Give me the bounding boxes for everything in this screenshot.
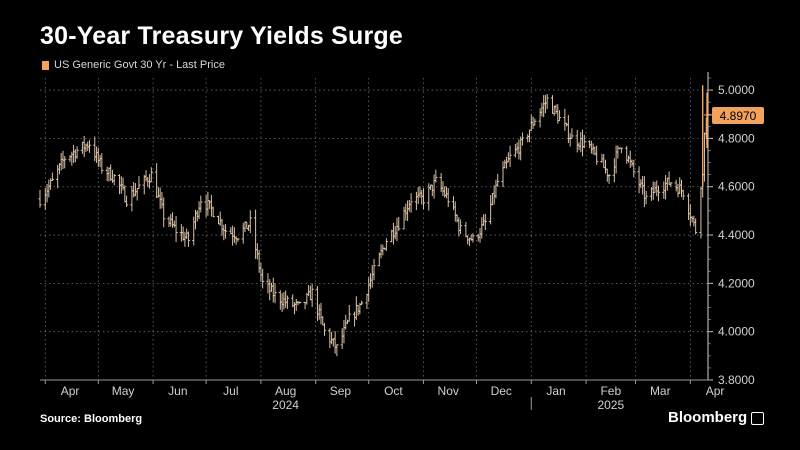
last-value-tag xyxy=(712,106,764,124)
year-label: 2025 xyxy=(597,398,624,412)
brand-logo: Bloomberg xyxy=(668,409,765,426)
brand-name: Bloomberg xyxy=(668,409,748,426)
x-tick-label: Apr xyxy=(61,384,80,398)
x-tick-label: Dec xyxy=(491,384,512,398)
brand-icon xyxy=(751,412,765,425)
x-tick-label: May xyxy=(112,384,135,398)
last-value-label: 4.8970 xyxy=(720,109,757,123)
y-tick-label: 4.6000 xyxy=(718,180,755,194)
y-tick-label: 4.2000 xyxy=(718,276,755,290)
x-tick-label: Sep xyxy=(330,384,352,398)
x-tick-label: Jun xyxy=(168,384,187,398)
year-label: 2024 xyxy=(272,398,299,412)
x-tick-label: Nov xyxy=(438,384,459,398)
x-tick-label: Jul xyxy=(223,384,238,398)
y-tick-label: 4.0000 xyxy=(718,325,755,339)
legend: US Generic Govt 30 Yr - Last Price xyxy=(42,59,225,71)
y-tick-label: 3.8000 xyxy=(718,373,755,387)
chart-title: 30-Year Treasury Yields Surge xyxy=(40,22,403,50)
y-tick-label: 4.4000 xyxy=(718,228,755,242)
x-tick-label: Jan xyxy=(546,384,565,398)
legend-label: US Generic Govt 30 Yr - Last Price xyxy=(54,59,225,71)
legend-swatch xyxy=(42,60,49,70)
x-tick-label: Mar xyxy=(650,384,671,398)
x-tick-label: Aug xyxy=(275,384,296,398)
y-tick-label: 5.0000 xyxy=(718,83,755,97)
y-tick-label: 4.8000 xyxy=(718,131,755,145)
source-note: Source: Bloomberg xyxy=(40,413,143,425)
x-tick-label: Oct xyxy=(384,384,403,398)
x-tick-label: Feb xyxy=(600,384,621,398)
x-tick-label: Apr xyxy=(706,384,725,398)
